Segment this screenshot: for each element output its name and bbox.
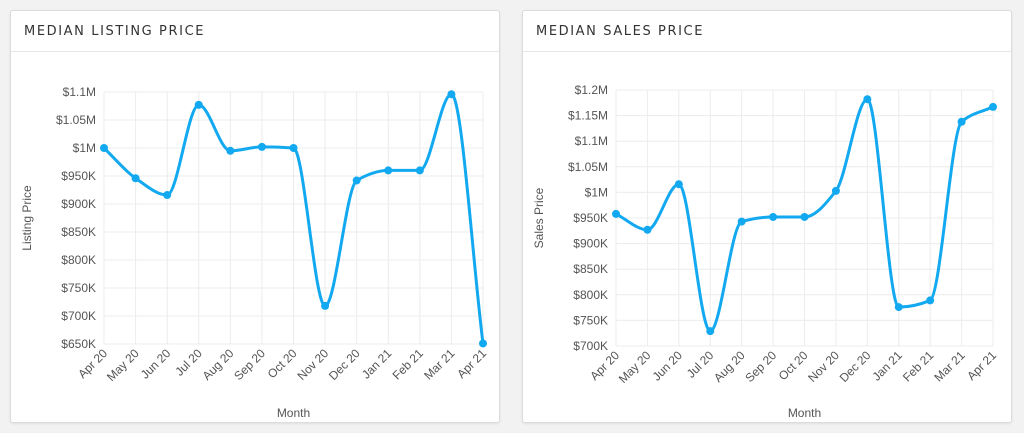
data-point[interactable] (257, 142, 266, 151)
x-tick-label: Dec 20 (326, 346, 363, 383)
data-point[interactable] (321, 301, 330, 310)
data-point[interactable] (643, 225, 652, 234)
x-tick-label: Mar 21 (931, 348, 968, 385)
y-tick-label: $1.15M (568, 109, 608, 123)
sales-price-line-chart: $700K $750K $800K $850K $900K $950K $1M $1.05M $… (532, 83, 999, 420)
data-point[interactable] (706, 327, 715, 336)
x-tick-label: Aug 20 (200, 346, 237, 383)
x-tick-label: Feb 21 (900, 348, 937, 385)
y-tick-label: $650K (61, 337, 96, 351)
data-point[interactable] (800, 212, 809, 221)
data-point[interactable] (674, 180, 683, 189)
data-point[interactable] (479, 339, 487, 348)
data-point[interactable] (894, 303, 903, 312)
y-tick-label: $850K (573, 262, 608, 276)
y-tick-label: $700K (573, 339, 608, 353)
data-point[interactable] (447, 90, 456, 99)
series-line (102, 92, 485, 345)
y-tick-label: $800K (61, 253, 96, 267)
data-point[interactable] (989, 102, 997, 111)
data-point[interactable] (415, 166, 424, 175)
listing-price-line-chart: $650K $700K $750K $800K $850K $900K $950K $1M $1… (20, 85, 489, 420)
x-tick-label: Jan 21 (869, 348, 905, 384)
y-tick-label: $900K (573, 237, 608, 251)
x-tick-label: May 20 (616, 348, 654, 386)
x-tick-label: Nov 20 (294, 346, 331, 383)
y-tick-label: $1.1M (63, 85, 96, 99)
x-tick-label: Dec 20 (837, 348, 874, 385)
x-tick-label: May 20 (104, 346, 142, 384)
x-tick-label: Jun 20 (650, 348, 686, 384)
x-tick-label: Apr 21 (964, 348, 999, 383)
data-point[interactable] (612, 209, 620, 218)
x-tick-label: Oct 20 (776, 348, 811, 383)
data-point[interactable] (863, 95, 872, 104)
y-tick-label: $900K (61, 197, 96, 211)
median-sales-price-card: MEDIAN SALES PRICE $700K $750K $800K $850K $… (522, 10, 1012, 423)
x-axis-title: Month (788, 406, 821, 420)
x-tick-label: Mar 21 (421, 346, 458, 383)
y-tick-label: $1M (73, 141, 96, 155)
data-point[interactable] (194, 100, 203, 109)
data-point[interactable] (131, 174, 140, 183)
data-point[interactable] (384, 166, 393, 175)
data-point[interactable] (163, 191, 172, 200)
median-listing-price-card: MEDIAN LISTING PRICE $650K $700K $750K $800… (10, 10, 500, 423)
y-tick-label: $800K (573, 288, 608, 302)
data-point[interactable] (100, 144, 108, 152)
card-header: MEDIAN LISTING PRICE (11, 11, 499, 52)
card-header: MEDIAN SALES PRICE (523, 11, 1011, 52)
chart-title: MEDIAN LISTING PRICE (24, 23, 206, 39)
y-tick-label: $1.1M (575, 134, 608, 148)
y-tick-label: $950K (61, 169, 96, 183)
x-tick-label: Apr 21 (454, 346, 489, 381)
x-tick-label: Feb 21 (390, 346, 427, 383)
data-point[interactable] (926, 296, 935, 305)
x-tick-label: Sep 20 (742, 348, 779, 385)
x-tick-label: Jun 20 (138, 346, 174, 382)
y-tick-label: $1.2M (575, 83, 608, 97)
y-tick-label: $700K (61, 309, 96, 323)
x-tick-label: Jan 21 (359, 346, 395, 382)
y-tick-label: $850K (61, 225, 96, 239)
y-tick-label: $1.05M (568, 160, 608, 174)
data-point[interactable] (289, 144, 298, 152)
x-axis-title: Month (277, 406, 310, 420)
chart-title: MEDIAN SALES PRICE (536, 23, 705, 39)
data-point[interactable] (957, 117, 966, 126)
x-tick-label: Sep 20 (231, 346, 268, 383)
y-axis-title: Listing Price (20, 185, 34, 251)
data-point[interactable] (226, 146, 235, 155)
y-tick-label: $950K (573, 211, 608, 225)
data-point[interactable] (737, 217, 746, 226)
y-axis-title: Sales Price (532, 187, 546, 248)
y-tick-label: $750K (573, 313, 608, 327)
data-point[interactable] (769, 212, 778, 221)
x-tick-label: Aug 20 (711, 348, 748, 385)
x-tick-label: Nov 20 (805, 348, 842, 385)
y-tick-label: $750K (61, 281, 96, 295)
y-tick-label: $1M (585, 185, 608, 199)
data-point[interactable] (831, 186, 840, 195)
y-tick-label: $1.05M (56, 113, 96, 127)
x-tick-label: Oct 20 (265, 346, 300, 381)
data-point[interactable] (352, 176, 361, 185)
